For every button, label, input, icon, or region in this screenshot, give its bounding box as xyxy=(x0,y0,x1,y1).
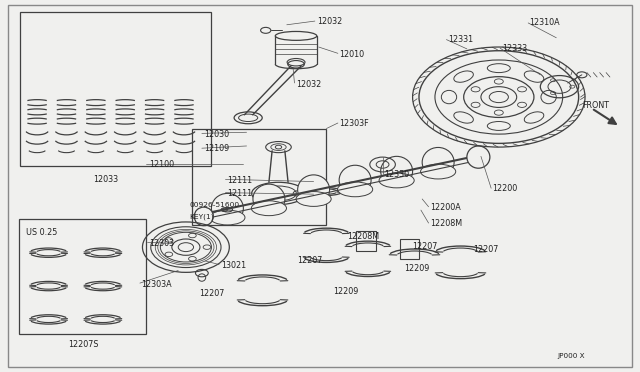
Text: 12010: 12010 xyxy=(339,50,364,59)
Ellipse shape xyxy=(210,210,245,225)
Text: 12207: 12207 xyxy=(413,241,438,250)
Text: 12200A: 12200A xyxy=(430,203,461,212)
Ellipse shape xyxy=(252,201,287,216)
Text: 12207: 12207 xyxy=(198,289,224,298)
Text: 12209: 12209 xyxy=(333,287,358,296)
Text: 12207: 12207 xyxy=(473,244,499,253)
Text: 12331: 12331 xyxy=(448,35,473,44)
Ellipse shape xyxy=(275,32,317,40)
Text: FRONT: FRONT xyxy=(582,101,609,110)
Ellipse shape xyxy=(298,175,330,205)
Ellipse shape xyxy=(339,165,371,195)
Ellipse shape xyxy=(381,156,413,186)
Ellipse shape xyxy=(467,146,490,168)
Bar xyxy=(356,231,376,251)
Text: 12200: 12200 xyxy=(492,185,518,193)
Text: 12032: 12032 xyxy=(296,80,321,89)
Ellipse shape xyxy=(337,182,372,197)
Circle shape xyxy=(275,145,282,149)
Text: 12207: 12207 xyxy=(298,256,323,264)
Ellipse shape xyxy=(211,193,243,223)
Text: 12330: 12330 xyxy=(384,170,409,179)
Ellipse shape xyxy=(379,173,414,188)
Ellipse shape xyxy=(422,147,454,177)
Text: 12303F: 12303F xyxy=(339,119,369,128)
Text: 12033: 12033 xyxy=(93,175,118,184)
Ellipse shape xyxy=(253,184,285,214)
Text: 12208M: 12208M xyxy=(430,219,462,228)
Ellipse shape xyxy=(296,192,331,206)
Text: 12208M: 12208M xyxy=(347,231,379,241)
Text: 12310A: 12310A xyxy=(529,19,560,28)
Text: 12209: 12209 xyxy=(404,264,429,273)
Text: 12111: 12111 xyxy=(227,189,253,198)
Ellipse shape xyxy=(194,207,213,226)
Text: 00926-51600: 00926-51600 xyxy=(189,202,239,208)
Text: 12111: 12111 xyxy=(227,176,253,185)
Text: 12303: 12303 xyxy=(149,239,174,248)
Text: 12207S: 12207S xyxy=(68,340,99,349)
Text: 13021: 13021 xyxy=(221,261,246,270)
Text: 12100: 12100 xyxy=(149,160,174,169)
Text: 12032: 12032 xyxy=(317,17,342,26)
Bar xyxy=(20,12,211,166)
Bar xyxy=(192,129,326,225)
Text: KEY(1): KEY(1) xyxy=(189,213,214,219)
Bar xyxy=(400,239,419,259)
Text: 12333: 12333 xyxy=(502,44,527,53)
Text: JP000 X: JP000 X xyxy=(557,353,585,359)
Ellipse shape xyxy=(420,164,456,179)
Text: 12109: 12109 xyxy=(204,144,229,153)
Text: 12030: 12030 xyxy=(204,129,229,139)
Text: US 0.25: US 0.25 xyxy=(26,228,58,237)
Text: 12303A: 12303A xyxy=(141,280,172,289)
Bar xyxy=(19,219,147,334)
